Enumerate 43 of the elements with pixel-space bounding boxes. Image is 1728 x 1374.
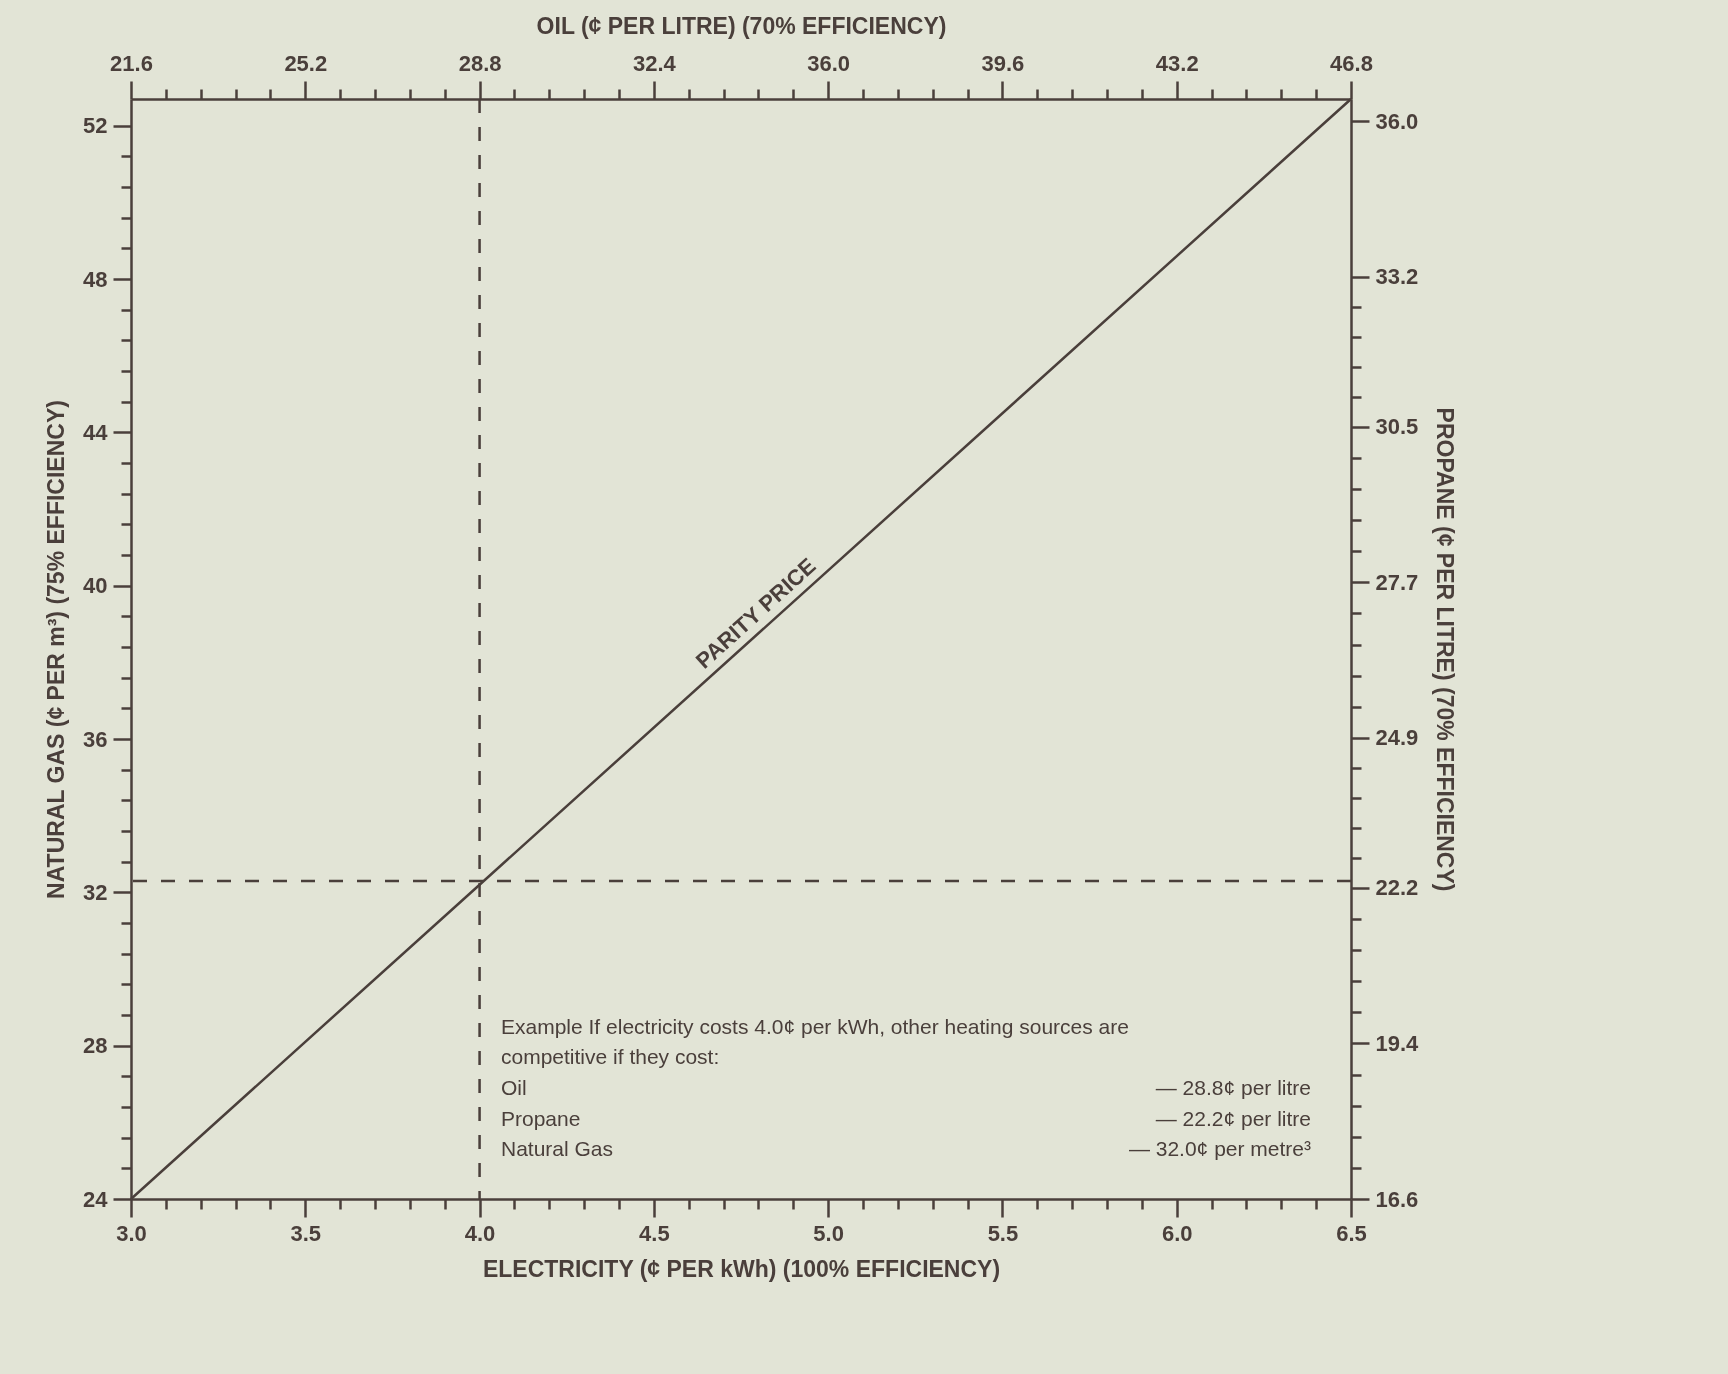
y2-tick-label: 22.2 (1375, 875, 1419, 901)
y2-tick-label: 27.7 (1375, 569, 1419, 595)
y2-axis-title: PROPANE (¢ PER LITRE) (70% EFFICIENCY) (1432, 407, 1459, 892)
x2-tick-label: 46.8 (1330, 50, 1373, 76)
x-tick-label: 4.5 (639, 1220, 670, 1246)
y2-tick-label: 30.5 (1375, 414, 1419, 440)
y-tick-label: 52 (83, 113, 108, 139)
y-tick-label: 24 (83, 1186, 109, 1212)
x-tick-label: 4.0 (464, 1220, 496, 1246)
x-tick-label: 5.0 (813, 1220, 844, 1246)
x2-tick-label: 28.8 (458, 50, 502, 76)
y-tick-label: 36 (83, 726, 108, 752)
x2-tick-label: 43.2 (1155, 50, 1199, 76)
x2-tick-label: 39.6 (981, 50, 1025, 76)
annotation: Natural Gas (501, 1137, 614, 1160)
y-tick-label: 32 (83, 879, 108, 905)
y-tick-label: 44 (83, 419, 109, 445)
annotation: — 22.2¢ per litre (1155, 1106, 1311, 1130)
x-tick-label: 3.0 (116, 1220, 147, 1246)
annotation: Propane (501, 1106, 581, 1130)
x2-tick-label: 32.4 (632, 50, 677, 76)
x-axis-title: ELECTRICITY (¢ PER kWh) (100% EFFICIENCY) (482, 1255, 1001, 1282)
x-tick-label: 3.5 (290, 1220, 322, 1246)
y-tick-label: 48 (83, 266, 108, 292)
annotation: — 28.8¢ per litre (1155, 1076, 1311, 1099)
annotation: Example If electricity costs 4.0¢ per kWh, other heating sources are competitive if they cost: (501, 1015, 1129, 1068)
annotation: Oil (501, 1076, 527, 1099)
x2-axis-title: OIL (¢ PER LITRE) (70% EFFICIENCY) (536, 12, 947, 39)
x-tick-label: 6.0 (1161, 1220, 1193, 1246)
y2-tick-label: 33.2 (1375, 264, 1419, 290)
x-tick-label: 6.5 (1336, 1220, 1367, 1246)
y2-tick-label: 16.6 (1375, 1186, 1419, 1212)
annotation: — 32.0¢ per metre³ (1128, 1137, 1311, 1160)
x-tick-label: 5.5 (987, 1220, 1019, 1246)
y2-tick-label: 36.0 (1375, 108, 1419, 134)
x2-tick-label: 25.2 (284, 50, 328, 76)
y-tick-label: 40 (83, 573, 108, 599)
y2-tick-label: 19.4 (1375, 1030, 1420, 1056)
x2-tick-label: 21.6 (110, 50, 153, 76)
x2-tick-label: 36.0 (807, 50, 851, 76)
y-tick-label: 28 (83, 1033, 108, 1059)
y2-tick-label: 24.9 (1375, 725, 1419, 751)
y-axis-title: NATURAL GAS (¢ PER m³) (75% EFFICIENCY) (43, 400, 70, 899)
